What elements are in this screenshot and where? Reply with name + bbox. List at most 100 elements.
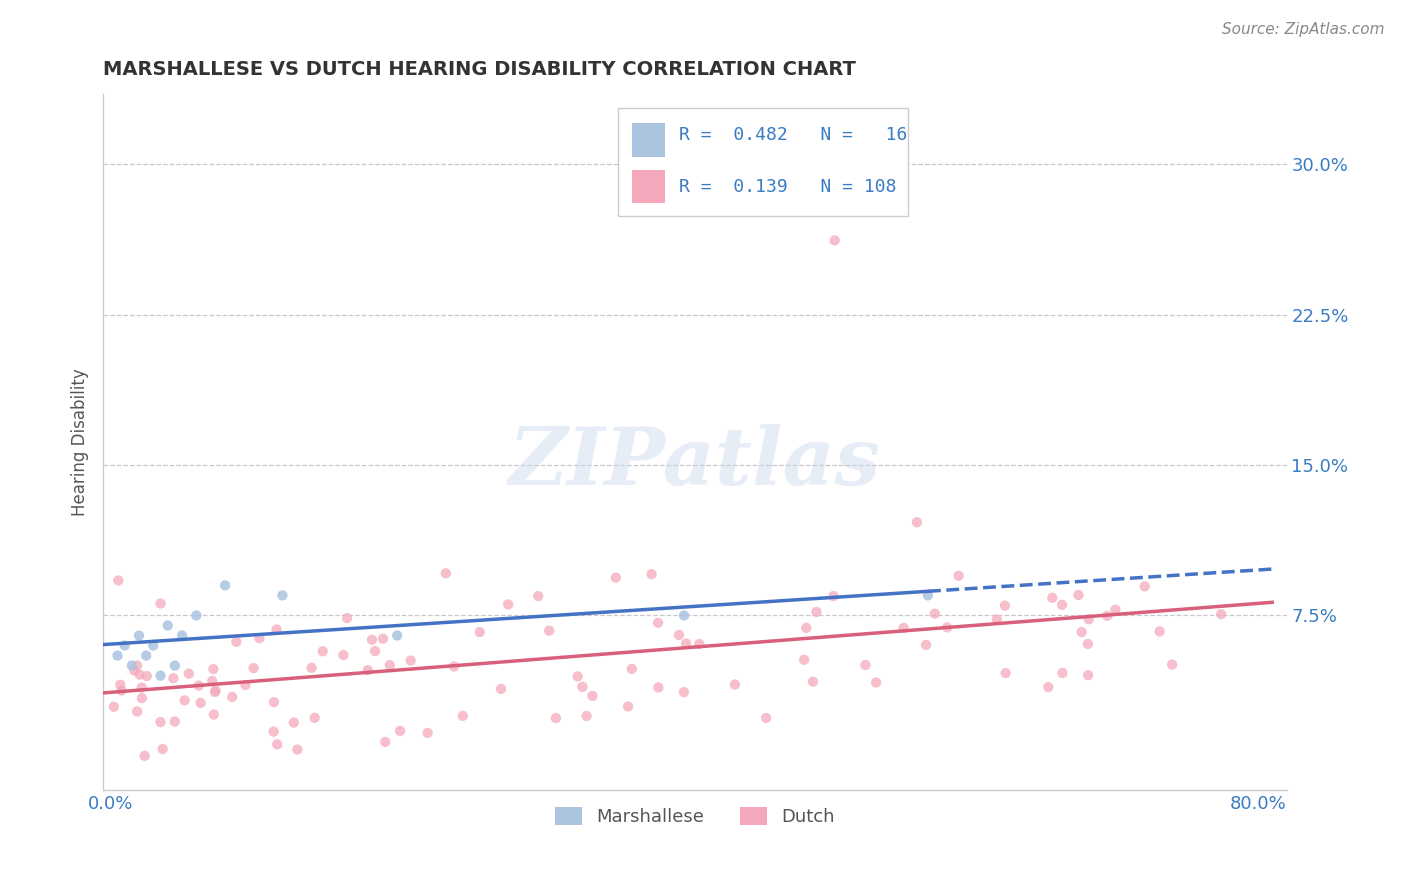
Point <box>936 620 959 634</box>
Point <box>364 644 387 658</box>
Point <box>202 662 225 676</box>
Point <box>131 681 153 695</box>
Point <box>387 628 409 642</box>
Point <box>915 638 938 652</box>
Point <box>647 681 669 695</box>
Point <box>187 679 209 693</box>
Point <box>527 589 550 603</box>
Point <box>127 705 149 719</box>
Point <box>948 568 970 582</box>
Point <box>1077 612 1099 626</box>
Point <box>142 639 165 653</box>
Point <box>755 711 778 725</box>
Point <box>163 714 186 729</box>
Point <box>285 742 308 756</box>
Point <box>162 671 184 685</box>
Point <box>1211 607 1233 622</box>
Point <box>163 658 186 673</box>
Point <box>1104 603 1126 617</box>
Point <box>1067 588 1090 602</box>
Point <box>201 673 224 688</box>
Point <box>301 661 323 675</box>
Point <box>263 724 285 739</box>
Point <box>1038 680 1060 694</box>
Point <box>994 666 1017 681</box>
FancyBboxPatch shape <box>633 169 665 203</box>
Point <box>221 690 243 704</box>
Point <box>361 632 384 647</box>
Point <box>1040 591 1063 605</box>
Point <box>620 662 643 676</box>
Point <box>242 661 264 675</box>
Point <box>156 618 179 632</box>
Text: MARSHALLESE VS DUTCH HEARING DISABILITY CORRELATION CHART: MARSHALLESE VS DUTCH HEARING DISABILITY … <box>103 60 856 78</box>
Point <box>994 599 1017 613</box>
Point <box>986 612 1008 626</box>
Point <box>571 680 593 694</box>
Point <box>107 574 129 588</box>
Point <box>416 726 439 740</box>
Point <box>357 663 380 677</box>
Point <box>647 615 669 630</box>
Point <box>152 742 174 756</box>
Point <box>1095 608 1118 623</box>
Point <box>204 683 226 698</box>
Point <box>824 234 846 248</box>
Point <box>127 658 149 673</box>
Point <box>668 628 690 642</box>
Point <box>434 566 457 581</box>
Point <box>496 598 519 612</box>
Point <box>378 658 401 673</box>
Point <box>149 715 172 730</box>
Point <box>794 621 817 635</box>
Point <box>149 597 172 611</box>
Point <box>924 607 946 621</box>
Point <box>202 707 225 722</box>
Point <box>1161 657 1184 672</box>
Point <box>312 644 335 658</box>
Point <box>489 681 512 696</box>
Point <box>672 685 695 699</box>
Point <box>538 624 561 638</box>
Point <box>1149 624 1171 639</box>
Point <box>336 611 359 625</box>
FancyBboxPatch shape <box>617 108 908 216</box>
Point <box>544 711 567 725</box>
Point <box>128 667 150 681</box>
Point <box>1070 625 1092 640</box>
Point <box>468 625 491 640</box>
Point <box>131 691 153 706</box>
Point <box>247 631 270 645</box>
Point <box>865 675 887 690</box>
Point <box>605 571 627 585</box>
Point <box>177 666 200 681</box>
Point <box>806 605 828 619</box>
Point <box>673 608 696 623</box>
Point <box>332 648 354 662</box>
Point <box>128 628 150 642</box>
Point <box>214 578 236 592</box>
Text: R =  0.139   N = 108: R = 0.139 N = 108 <box>679 178 897 196</box>
Point <box>235 678 257 692</box>
Point <box>149 668 172 682</box>
Point <box>640 567 662 582</box>
Point <box>124 664 146 678</box>
Point <box>135 648 157 663</box>
Point <box>374 735 396 749</box>
Point <box>724 677 747 691</box>
Point <box>304 711 326 725</box>
Point <box>110 678 132 692</box>
Point <box>567 669 589 683</box>
Point <box>135 669 157 683</box>
Point <box>893 621 915 635</box>
Point <box>917 588 939 602</box>
Point <box>271 588 294 602</box>
Legend: Marshallese, Dutch: Marshallese, Dutch <box>547 799 842 833</box>
Point <box>173 693 195 707</box>
Text: Source: ZipAtlas.com: Source: ZipAtlas.com <box>1222 22 1385 37</box>
Point <box>225 635 247 649</box>
Point <box>170 628 193 642</box>
Point <box>134 748 156 763</box>
Text: ZIPatlas: ZIPatlas <box>509 424 882 501</box>
Point <box>266 623 288 637</box>
